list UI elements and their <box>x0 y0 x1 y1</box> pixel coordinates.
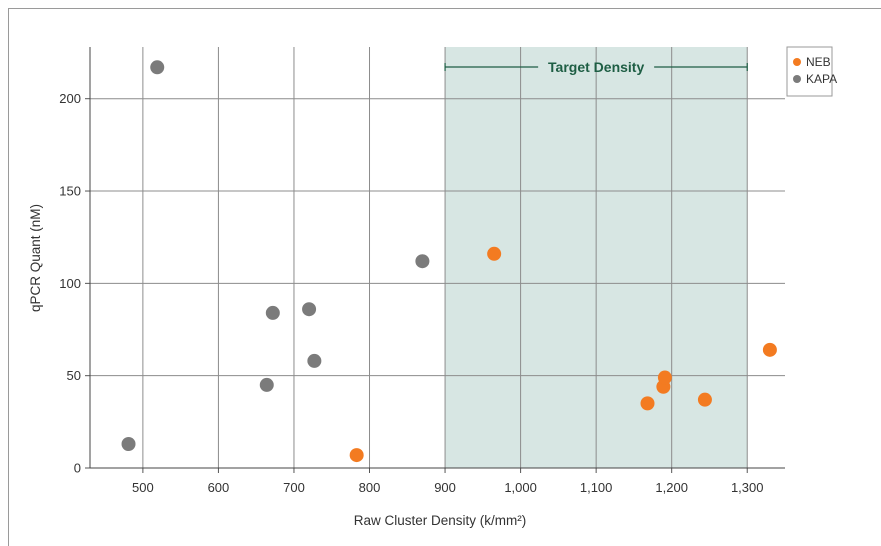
y-tick-label: 0 <box>74 461 81 476</box>
x-tick-label: 700 <box>283 480 305 495</box>
neb-data-point <box>487 246 502 261</box>
x-tick-label: 1,000 <box>504 480 537 495</box>
kapa-data-point <box>307 353 322 368</box>
kapa-data-point <box>121 436 136 451</box>
legend: NEB KAPA <box>786 46 837 97</box>
y-axis-label: qPCR Quant (nM) <box>28 204 43 312</box>
y-tick-label: 50 <box>67 368 81 383</box>
legend-box <box>786 46 833 97</box>
kapa-data-point <box>415 254 430 269</box>
x-tick-label: 1,200 <box>655 480 688 495</box>
data-points-layer <box>121 60 777 463</box>
target-density-label: Target Density <box>548 59 644 75</box>
neb-data-point <box>640 396 655 411</box>
kapa-data-point <box>302 302 317 317</box>
kapa-data-point <box>150 60 165 75</box>
neb-data-point <box>657 370 672 385</box>
legend-marker-neb <box>793 58 801 66</box>
target-density-annotation: Target Density <box>444 59 748 75</box>
x-tick-label: 600 <box>208 480 230 495</box>
kapa-data-point <box>265 305 280 320</box>
x-tick-label: 800 <box>359 480 381 495</box>
neb-data-point <box>697 392 712 407</box>
y-tick-label: 150 <box>59 184 81 199</box>
x-tick-label: 1,100 <box>580 480 613 495</box>
y-tick-label: 100 <box>59 276 81 291</box>
neb-data-point <box>762 342 777 357</box>
legend-marker-kapa <box>793 75 801 83</box>
axis-layer: 500 600 700 800 900 1,000 1,100 1,200 1,300 0 50 10… <box>59 47 785 495</box>
legend-label-neb: NEB <box>806 55 831 69</box>
legend-label-kapa: KAPA <box>806 72 837 86</box>
y-tick-label: 200 <box>59 91 81 106</box>
x-axis-label: Raw Cluster Density (k/mm²) <box>354 513 527 528</box>
x-tick-label: 900 <box>434 480 456 495</box>
neb-data-point <box>349 448 364 463</box>
kapa-data-point <box>259 377 274 392</box>
x-tick-label: 500 <box>132 480 154 495</box>
x-tick-label: 1,300 <box>731 480 764 495</box>
chart-frame <box>8 8 881 546</box>
